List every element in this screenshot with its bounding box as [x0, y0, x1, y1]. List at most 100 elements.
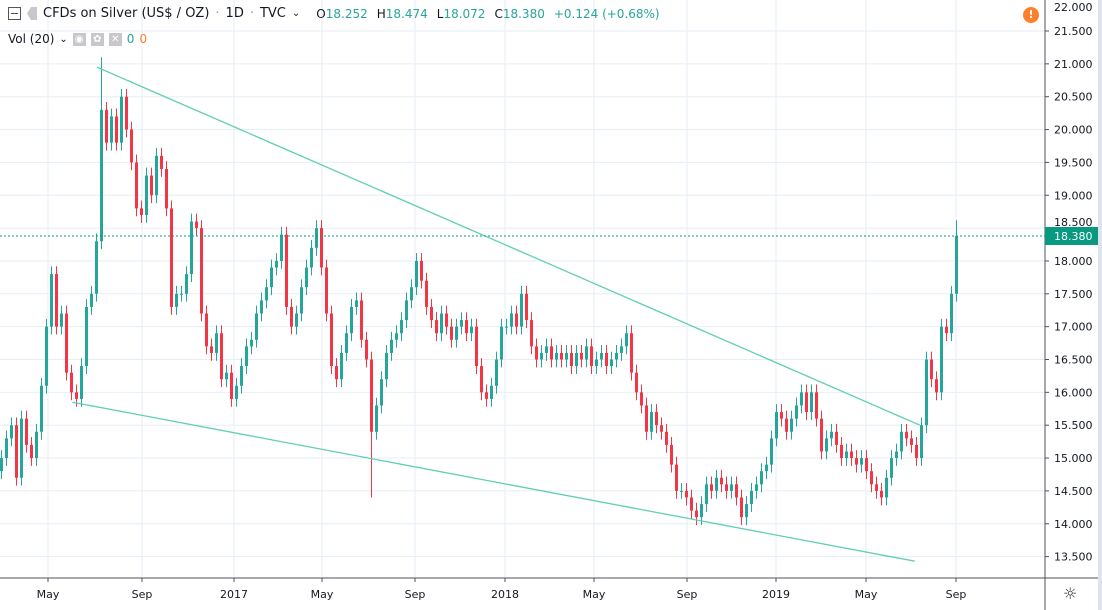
- time-tick-label: 2019: [762, 588, 790, 601]
- candle-body: [240, 366, 243, 386]
- candle-body: [765, 464, 768, 472]
- candle-body: [365, 339, 368, 360]
- candle-body: [495, 359, 498, 386]
- candle-body: [330, 313, 333, 367]
- price-tick-label: 16.000: [1054, 386, 1093, 399]
- candle-body: [835, 431, 838, 445]
- candle-body: [350, 306, 353, 334]
- candle-body: [480, 366, 483, 393]
- candle-body: [610, 359, 613, 367]
- candle-body: [290, 306, 293, 327]
- flag-icon[interactable]: [27, 7, 37, 20]
- candle-body: [250, 339, 253, 347]
- candle-body: [460, 320, 463, 327]
- candle-body: [5, 438, 8, 459]
- time-tick-label: May: [583, 588, 606, 601]
- candle-body: [630, 333, 633, 373]
- gear-icon[interactable]: ✿: [90, 32, 104, 46]
- candle-body: [900, 431, 903, 452]
- candle-body: [530, 320, 533, 347]
- candle-body: [925, 359, 928, 426]
- candle-body: [225, 372, 228, 380]
- candle-body: [390, 339, 393, 353]
- candle-body: [280, 234, 283, 261]
- candle-body: [805, 392, 808, 413]
- candle-body: [845, 451, 848, 459]
- price-axis-bg: [1045, 0, 1102, 610]
- candle-body: [40, 385, 43, 432]
- candle-body: [780, 412, 783, 419]
- candle-body: [935, 379, 938, 393]
- price-tick-label: 20.500: [1054, 91, 1093, 104]
- candle-body: [855, 458, 858, 465]
- candle-body: [215, 333, 218, 353]
- candle-body: [125, 96, 128, 130]
- last-price-label: 18.380: [1054, 230, 1093, 243]
- candle-body: [940, 326, 943, 393]
- candle-body: [475, 326, 478, 367]
- collapse-icon[interactable]: [8, 7, 21, 20]
- chevron-down-icon[interactable]: ⌄: [59, 33, 68, 45]
- symbol-title[interactable]: CFDs on Silver (US$ / OZ): [43, 6, 210, 21]
- candle-body: [385, 352, 388, 380]
- candle-body: [680, 490, 683, 492]
- candle-body: [670, 444, 673, 465]
- price-tick-label: 20.000: [1054, 124, 1093, 137]
- volume-legend: Vol (20) ⌄ ◉ ✿ ✕ 0 0: [8, 32, 147, 46]
- candle-body: [310, 247, 313, 268]
- candle-body: [865, 458, 868, 472]
- low-label: L: [436, 6, 444, 21]
- candle-body: [405, 300, 408, 321]
- price-tick-label: 21.500: [1054, 25, 1093, 38]
- candle-body: [115, 116, 118, 143]
- candle-body: [320, 228, 323, 268]
- candle-body: [25, 418, 28, 445]
- candle-body: [790, 418, 793, 432]
- candle-body: [920, 425, 923, 459]
- candle-body: [695, 510, 698, 518]
- candle-body: [105, 109, 108, 143]
- candle-body: [500, 326, 503, 360]
- candle-body: [860, 458, 863, 465]
- last-price-badge: [1045, 226, 1098, 245]
- candle-body: [85, 306, 88, 367]
- candle-body: [435, 320, 438, 334]
- eye-icon[interactable]: ◉: [72, 32, 86, 46]
- candle-body: [895, 451, 898, 459]
- candle-body: [425, 280, 428, 307]
- candle-body: [110, 116, 113, 143]
- interval[interactable]: 1D: [225, 6, 244, 21]
- candle-body: [785, 418, 788, 432]
- low-value: 18.072: [443, 6, 486, 21]
- candle-body: [585, 346, 588, 360]
- candle-body: [70, 372, 73, 393]
- candle-body: [550, 346, 553, 360]
- candle-body: [945, 326, 948, 334]
- candle-body: [15, 425, 18, 478]
- candle-body: [450, 326, 453, 340]
- chevron-down-icon[interactable]: ⌄: [291, 8, 301, 19]
- candle-body: [340, 352, 343, 380]
- candle-body: [235, 385, 238, 399]
- volume-label[interactable]: Vol (20): [8, 32, 55, 46]
- time-tick-label: May: [311, 588, 334, 601]
- candle-body: [675, 464, 678, 491]
- candle-body: [260, 300, 263, 314]
- trendline: [96, 66, 921, 426]
- candle-body: [930, 359, 933, 380]
- candle-body: [700, 504, 703, 518]
- candle-body: [135, 162, 138, 209]
- candle-body: [760, 471, 763, 485]
- warning-icon[interactable]: !: [1023, 7, 1039, 23]
- candle-body: [130, 129, 133, 163]
- candle-body: [505, 326, 508, 328]
- candle-body: [870, 471, 873, 485]
- candle-body: [30, 444, 33, 459]
- settings-gear-icon[interactable]: ☼: [1063, 584, 1078, 603]
- close-icon[interactable]: ✕: [108, 32, 122, 46]
- candle-body: [770, 438, 773, 465]
- candle-body: [95, 241, 98, 294]
- candle-body: [100, 109, 103, 242]
- candle-body: [300, 287, 303, 314]
